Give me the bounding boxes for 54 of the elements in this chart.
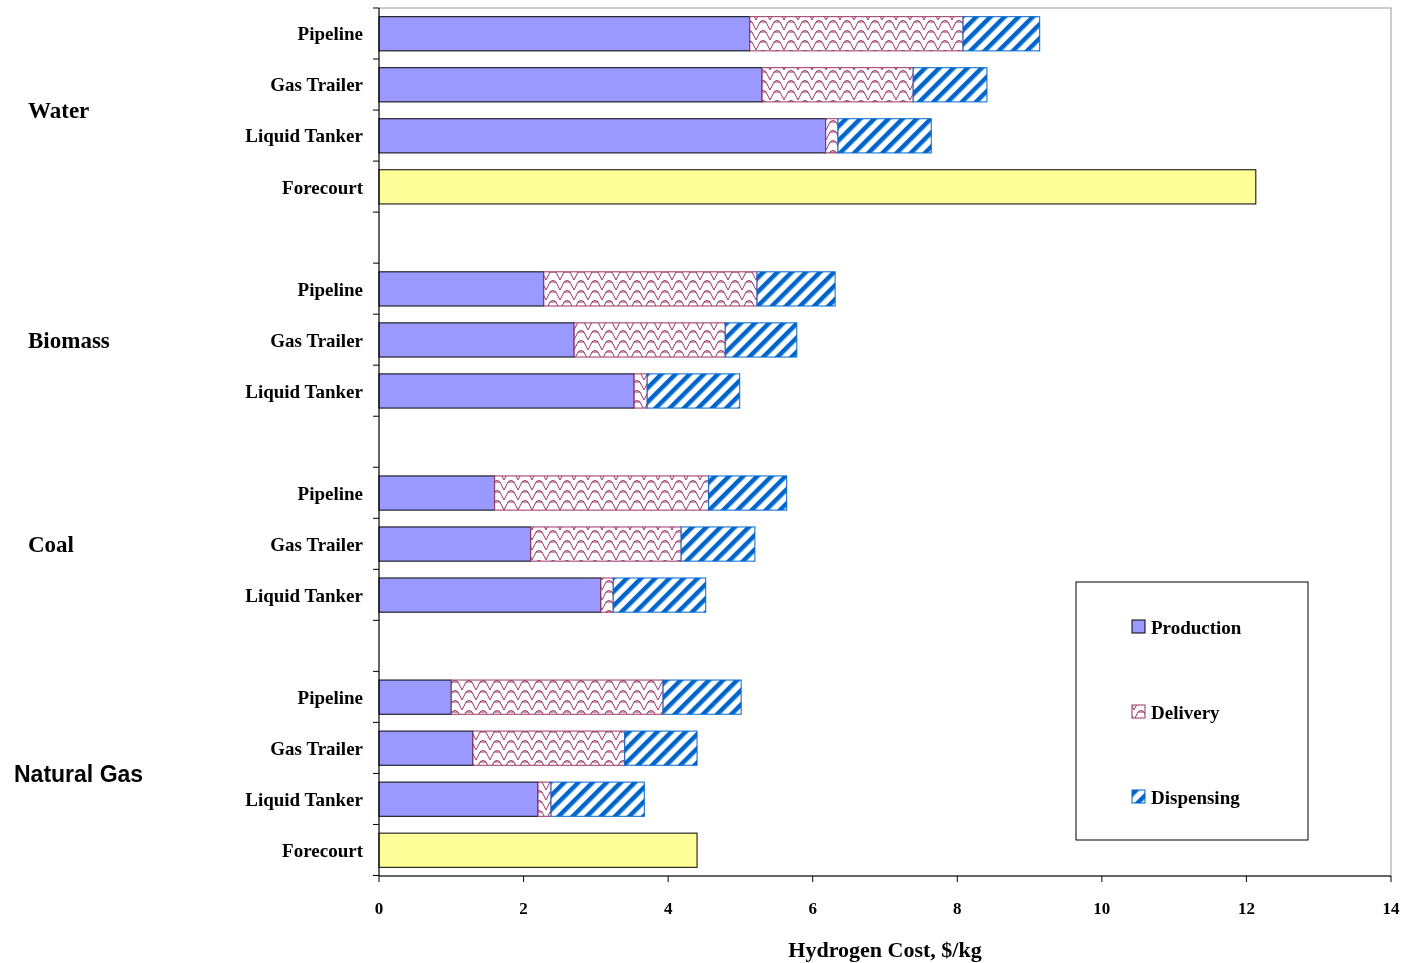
bar [494, 475, 710, 511]
y-tick-label: Gas Trailer [270, 533, 364, 555]
y-tick-label: Pipeline [297, 482, 363, 504]
bar [962, 16, 1041, 52]
x-tick-label: 2 [519, 899, 528, 918]
y-tick-label: Liquid Tanker [245, 788, 364, 810]
y-tick-label: Forecourt [282, 176, 364, 198]
bar [837, 118, 932, 154]
bar [708, 475, 788, 511]
bar [761, 67, 914, 103]
legend-label: Production [1151, 616, 1242, 638]
y-tick-label: Pipeline [297, 278, 363, 300]
legend-label: Dispensing [1151, 786, 1241, 808]
bar [612, 577, 707, 613]
x-tick-label: 4 [663, 899, 673, 918]
text: Coal [28, 532, 74, 558]
bar [537, 781, 552, 817]
bar [912, 67, 988, 103]
bar [756, 271, 836, 307]
x-tick-label: 10 [1093, 899, 1111, 918]
bar [550, 781, 645, 817]
bar [633, 373, 648, 409]
y-tick-label: Liquid Tanker [245, 380, 364, 402]
bar [680, 526, 756, 562]
bar [662, 679, 742, 715]
bar [450, 679, 664, 715]
legend-label: Delivery [1151, 701, 1221, 723]
y-tick-label: Gas Trailer [270, 74, 364, 96]
bar [543, 271, 758, 307]
bar [749, 16, 964, 52]
x-tick-label: 0 [374, 899, 384, 918]
y-tick-label: Liquid Tanker [245, 584, 364, 606]
y-tick-label: Gas Trailer [270, 737, 364, 759]
bar [724, 322, 798, 358]
text: Water [28, 98, 90, 124]
y-tick-label: Liquid Tanker [245, 125, 364, 147]
bar [530, 526, 682, 562]
y-tick-label: Pipeline [297, 686, 363, 708]
bar [646, 373, 741, 409]
bar [825, 118, 839, 154]
x-tick-label: 6 [808, 899, 817, 918]
bar [600, 577, 614, 613]
x-tick-label: 8 [953, 899, 962, 918]
x-tick-label: 14 [1382, 899, 1400, 918]
bar [472, 730, 626, 766]
y-tick-label: Pipeline [297, 23, 363, 45]
y-tick-label: Gas Trailer [270, 329, 364, 351]
x-axis-title: Hydrogen Cost, $/kg [788, 937, 982, 962]
text: Biomass [28, 327, 110, 353]
bar [573, 322, 726, 358]
x-tick-label: 12 [1237, 899, 1255, 918]
y-tick-label: Forecourt [282, 839, 364, 861]
text: Natural Gas [14, 760, 144, 787]
bar [624, 730, 698, 766]
